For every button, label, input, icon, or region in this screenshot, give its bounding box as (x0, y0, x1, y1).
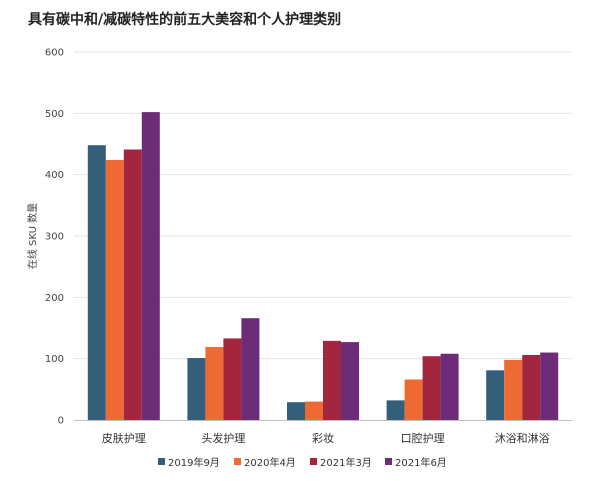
x-axis-categories: 皮肤护理 头发护理 彩妆 口腔护理 沐浴和淋浴 (102, 431, 550, 445)
bar (422, 356, 441, 420)
bar (341, 342, 359, 420)
bar (187, 358, 206, 420)
bar (323, 340, 341, 420)
y-tick-label: 500 (45, 109, 64, 120)
legend-label: 2021年6月 (395, 456, 447, 469)
bar (522, 354, 541, 420)
bar (386, 400, 405, 420)
x-category-label: 头发护理 (201, 431, 245, 445)
bar (105, 159, 124, 421)
y-tick-label: 200 (45, 293, 64, 304)
y-tick-label: 100 (45, 354, 64, 365)
x-category-label: 沐浴和淋浴 (495, 432, 550, 445)
y-tick-label: 0 (58, 416, 64, 427)
legend-swatch (234, 458, 241, 465)
bar (241, 318, 260, 420)
legend-label: 2019年9月 (168, 456, 220, 469)
y-tick-label: 600 (45, 48, 64, 59)
bar (223, 338, 242, 420)
bar (486, 370, 505, 420)
bar (504, 359, 523, 420)
x-category-label: 彩妆 (312, 432, 334, 445)
legend: 2019年9月 2020年4月 2021年3月 2021年6月 (158, 456, 447, 469)
legend-swatch (158, 458, 165, 465)
bar (540, 352, 559, 420)
bar (141, 112, 160, 421)
bar (287, 402, 305, 420)
y-tick-label: 400 (45, 170, 64, 181)
x-category-label: 口腔护理 (401, 431, 445, 445)
x-category-label: 皮肤护理 (102, 431, 146, 445)
bar (87, 145, 106, 420)
bar (305, 401, 323, 420)
legend-label: 2020年4月 (244, 456, 296, 469)
bar (440, 353, 459, 420)
legend-swatch (385, 458, 392, 465)
bar (404, 379, 423, 420)
bar (123, 149, 142, 420)
y-axis-title: 在线 SKU 数量 (26, 203, 39, 269)
bars (87, 112, 559, 421)
legend-swatch (310, 458, 317, 465)
legend-label: 2021年3月 (320, 456, 372, 469)
y-tick-label: 300 (45, 232, 64, 243)
chart-title: 具有碳中和/减碳特性的前五大美容和个人护理类别 (28, 12, 342, 28)
y-axis-ticks: 0 100 200 300 400 500 600 (45, 48, 64, 427)
bar (205, 347, 224, 420)
